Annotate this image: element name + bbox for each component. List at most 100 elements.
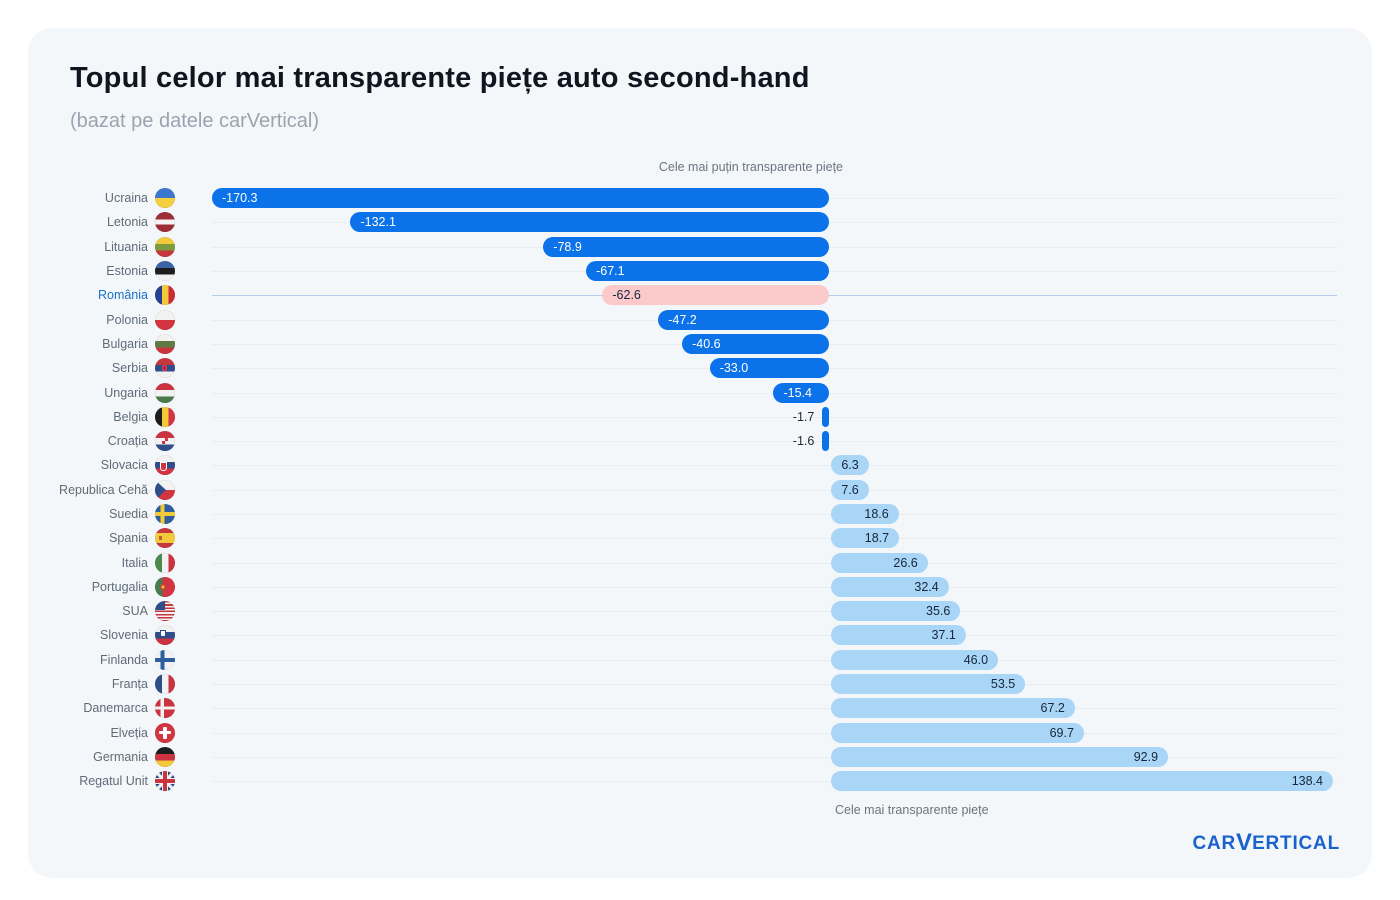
chart-row: SUA 35.6 [56,599,1346,623]
country-label: Elveția [110,725,148,740]
gridline [212,489,1337,491]
chart-row: Republica Cehă 7.6 [56,478,1346,502]
value-bar: -62.6 [602,285,830,306]
value-bar: -15.4 [773,382,830,403]
flag-icon-gb [155,771,175,792]
country-label: Polonia [106,312,148,327]
flag-icon-it [155,552,175,573]
gridline [212,611,1337,613]
value-bar: -132.1 [350,212,830,233]
value-bar: -67.1 [586,261,830,282]
flag-icon-si [155,625,175,646]
chart-row: Estonia -67.1 [56,259,1346,283]
country-label: Belgia [113,409,148,424]
gridline [212,732,1337,734]
flag-icon-hu [155,382,175,403]
flag-icon-de [155,746,175,767]
country-label: Bulgaria [102,336,148,351]
flag-icon-dk [155,698,175,719]
chart-row: Slovenia 37.1 [56,623,1346,647]
flag-icon-be [155,406,175,427]
country-label: România [97,288,148,303]
bar-track: 6.3 [212,453,1337,477]
chart-row: Italia 26.6 [56,550,1346,574]
chart-row: Portugalia 32.4 [56,575,1346,599]
value-bar: 37.1 [831,625,966,646]
flag-icon-ch [155,722,175,743]
bar-track: 138.4 [212,769,1337,793]
chart-row: Finlanda 46.0 [56,648,1346,672]
value-bar [822,406,830,427]
gridline [212,514,1337,515]
gridline [212,465,1337,467]
chart-card: Topul celor mai transparente piețe auto … [28,28,1372,878]
bar-track: -1.7 [212,405,1337,429]
bar-track: 92.9 [212,745,1337,769]
value-bar: -40.6 [682,333,830,354]
bar-track: -78.9 [212,235,1337,259]
country-label: Letonia [106,215,148,230]
country-label: Italia [121,555,148,570]
gridline [212,538,1337,540]
bar-track: 35.6 [212,599,1337,623]
chart-row: Serbia -33.0 [56,356,1346,380]
flag-icon-sk [155,455,175,476]
country-label: Slovacia [100,458,148,473]
bar-track: 26.6 [212,550,1337,574]
bar-track: 69.7 [212,721,1337,745]
chart-row: Croația -1.6 [56,429,1346,453]
chart-row: Ungaria -15.4 [56,380,1346,404]
value-bar: 7.6 [831,479,869,500]
value-bar: 6.3 [831,455,869,476]
country-label: Spania [109,531,148,546]
flag-icon-es [155,528,175,549]
chart-row: Spania 18.7 [56,526,1346,550]
bar-track: 7.6 [212,478,1337,502]
value-bar: -78.9 [543,236,830,257]
gridline [212,635,1337,637]
value-bar: 46.0 [831,649,999,670]
country-label: Franța [111,677,148,692]
bar-track: 53.5 [212,672,1337,696]
value-bar: 35.6 [831,601,961,622]
country-label: Ungaria [104,385,148,400]
chart-row: Ucraina -170.3 [56,186,1346,210]
bar-track: -40.6 [212,332,1337,356]
flag-icon-rs [155,358,175,379]
country-label: Regatul Unit [79,774,148,789]
chart-row: Germania 92.9 [56,745,1346,769]
axis-label-most-transparent: Cele mai transparente piețe [835,803,989,817]
flag-icon-ro [155,285,175,306]
flag-icon-pl [155,309,175,330]
flag-icon-cz [155,479,175,500]
value-bar: 67.2 [831,698,1075,719]
bar-track: -33.0 [212,356,1337,380]
country-label: Portugalia [91,579,148,594]
gridline [212,562,1337,564]
bar-track: 32.4 [212,575,1337,599]
country-label: Slovenia [100,628,148,643]
chart-row: Polonia -47.2 [56,307,1346,331]
chart-row: România -62.6 [56,283,1346,307]
chart-row: Letonia -132.1 [56,210,1346,234]
flag-icon-bg [155,333,175,354]
flag-icon-lv [155,212,175,233]
country-label: Serbia [111,361,148,376]
gridline [212,441,1337,443]
flag-icon-hr [155,431,175,452]
logo-text-left: CAR [1192,833,1237,854]
flag-icon-us [155,601,175,622]
country-label: Germania [93,749,148,764]
value-bar: -33.0 [709,358,830,379]
flag-icon-lt [155,236,175,257]
value-bar: 138.4 [831,771,1333,792]
gridline [212,708,1337,710]
gridline [212,416,1337,418]
flag-icon-pt [155,576,175,597]
bar-track: -47.2 [212,307,1337,331]
value-bar: -170.3 [212,188,830,209]
chart-rows: Ucraina -170.3 Letonia -132.1 Lituania -78.9 E… [56,186,1346,793]
chart-row: Franța 53.5 [56,672,1346,696]
bar-track: -170.3 [212,186,1337,210]
chart-row: Danemarca 67.2 [56,696,1346,720]
